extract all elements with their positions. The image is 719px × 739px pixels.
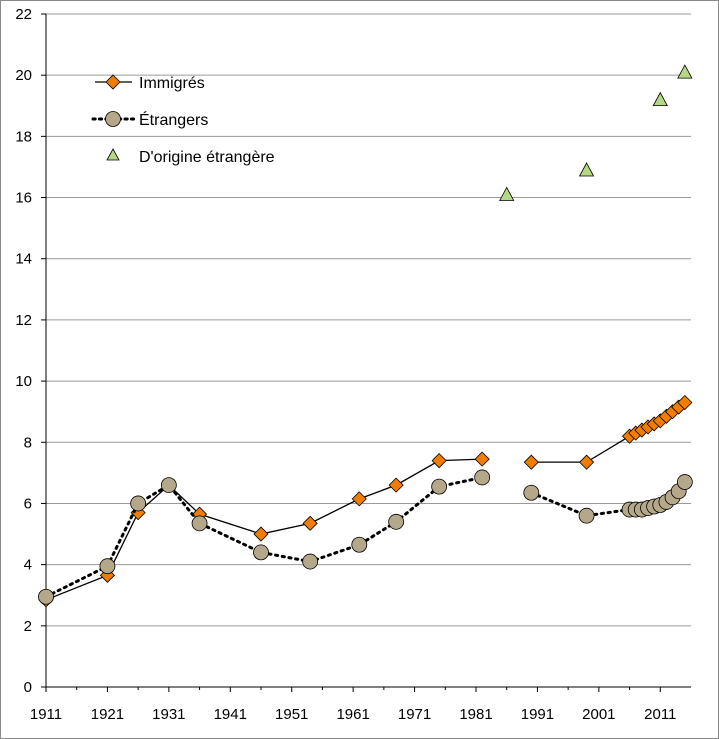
point-circle (676, 474, 693, 490)
point-circle (388, 513, 405, 530)
point-circle (578, 507, 595, 524)
series-d-origine-etrangere (499, 64, 693, 201)
point-circle (130, 495, 147, 512)
y-tick-label: 0 (24, 679, 32, 696)
point-diamond (579, 454, 595, 470)
point-circle (523, 484, 540, 501)
legend-item-etrangers: Étrangers (91, 110, 208, 129)
axes (41, 13, 691, 692)
series-immigres (38, 394, 693, 608)
y-tick-label: 12 (15, 312, 32, 329)
x-tick-label: 2011 (644, 706, 676, 723)
point-circle (191, 515, 208, 532)
y-tick-label: 6 (24, 495, 32, 512)
y-tick-label: 14 (15, 251, 32, 268)
point-triangle (499, 186, 515, 201)
tick-labels: 0 2 4 6 8 10 12 14 16 18 20 22 1911 1921 1931 1941 1951 1… (15, 6, 676, 723)
legend: Immigrés Étrangers D'origine étrangère (91, 74, 275, 166)
x-tick-label: 1971 (398, 706, 431, 723)
point-circle (474, 469, 491, 486)
point-circle (99, 558, 116, 575)
legend-circle-icon (105, 111, 121, 127)
point-diamond (523, 454, 539, 470)
y-tick-label: 8 (24, 434, 32, 451)
point-triangle (578, 162, 595, 177)
point-triangle (652, 91, 668, 107)
legend-diamond-icon (105, 74, 121, 90)
legend-label-origine: D'origine étrangère (139, 149, 275, 166)
series-layer (38, 64, 693, 608)
legend-item-origine: D'origine étrangère (106, 148, 275, 166)
legend-triangle-icon (106, 148, 120, 161)
legend-label-etrangers: Étrangers (139, 110, 208, 129)
y-tick-label: 10 (15, 373, 32, 390)
point-circle (38, 588, 54, 605)
legend-label-immigres: Immigrés (139, 75, 205, 92)
point-triangle (677, 64, 693, 79)
x-tick-label: 1961 (336, 706, 369, 723)
point-circle (431, 478, 448, 495)
point-circle (351, 536, 368, 553)
x-tick-label: 1981 (459, 706, 492, 723)
point-diamond (431, 453, 447, 469)
point-circle (160, 477, 177, 494)
point-circle (253, 544, 269, 561)
x-tick-label: 1921 (91, 706, 124, 723)
point-diamond (351, 491, 367, 507)
point-diamond (474, 451, 490, 467)
point-diamond (302, 515, 318, 531)
y-tick-label: 4 (24, 557, 32, 574)
series-etrangers (38, 469, 693, 605)
x-tick-label: 2001 (582, 706, 615, 723)
y-tick-label: 18 (15, 128, 32, 145)
point-circle (302, 553, 319, 570)
point-diamond (677, 394, 693, 411)
x-tick-label: 1991 (521, 706, 554, 723)
gridlines (46, 13, 691, 627)
y-tick-label: 16 (15, 190, 32, 207)
legend-item-immigres: Immigrés (95, 74, 205, 92)
y-tick-label: 2 (24, 618, 32, 635)
y-tick-label: 20 (15, 67, 32, 84)
point-diamond (253, 526, 269, 542)
x-tick-label: 1941 (214, 706, 247, 723)
y-tick-label: 22 (15, 6, 32, 23)
point-diamond (388, 477, 404, 493)
x-tick-label: 1931 (152, 706, 185, 723)
x-tick-label: 1911 (30, 706, 62, 723)
x-tick-label: 1951 (275, 706, 308, 723)
